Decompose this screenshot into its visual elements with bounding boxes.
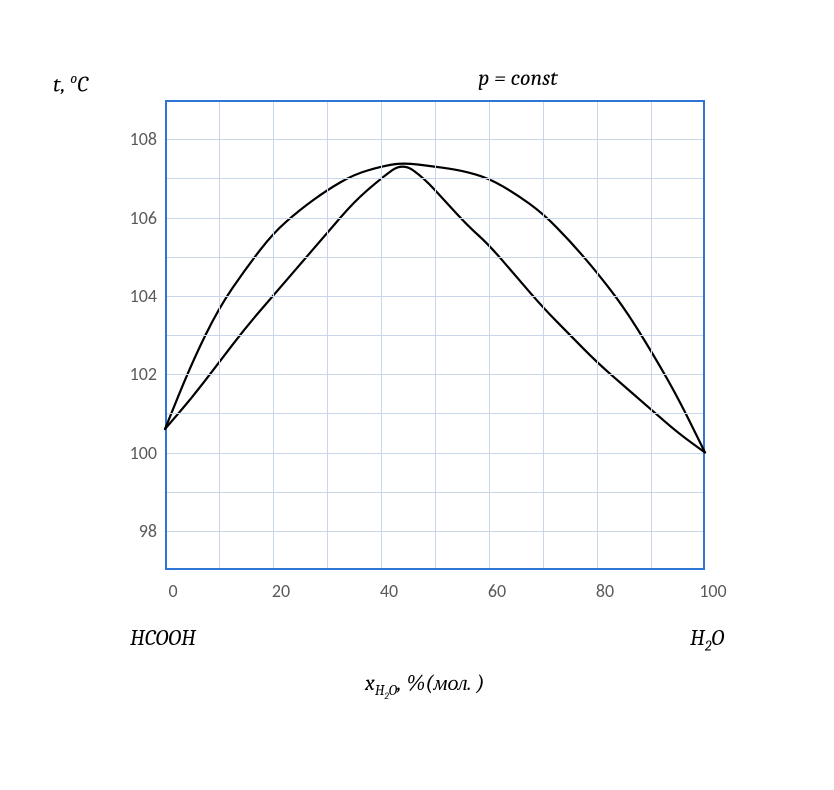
x-tick-label: 0 [153,580,193,602]
gridline-horizontal [167,296,703,297]
gridline-horizontal [167,531,703,532]
y-tick-label: 108 [117,128,157,150]
right-component-label: H2O [690,625,724,654]
y-tick-label: 106 [117,207,157,229]
gridline-horizontal [167,374,703,375]
y-tick-label: 104 [117,285,157,307]
x-tick-label: 20 [261,580,301,602]
gridline-horizontal [167,218,703,219]
gridline-horizontal [167,335,703,336]
gridline-horizontal [167,413,703,414]
x-tick-label: 60 [477,580,517,602]
x-tick-label: 80 [585,580,625,602]
x-tick-label: 40 [369,580,409,602]
gridline-horizontal [167,453,703,454]
y-tick-label: 98 [117,520,157,542]
gridline-horizontal [167,139,703,140]
gridline-horizontal [167,178,703,179]
phase-diagram-chart: t, oC p = const HCOOH H2O xH2O, %(мол. )… [0,0,834,790]
gridline-horizontal [167,492,703,493]
left-component-label: HCOOH [130,625,196,651]
x-axis-title: xH2O, %(мол. ) [365,670,485,702]
y-tick-label: 100 [117,442,157,464]
top-right-annotation: p = const [478,65,558,91]
y-tick-label: 102 [117,363,157,385]
y-axis-label: t, oC [53,70,88,97]
x-tick-label: 100 [693,580,733,602]
gridline-horizontal [167,257,703,258]
